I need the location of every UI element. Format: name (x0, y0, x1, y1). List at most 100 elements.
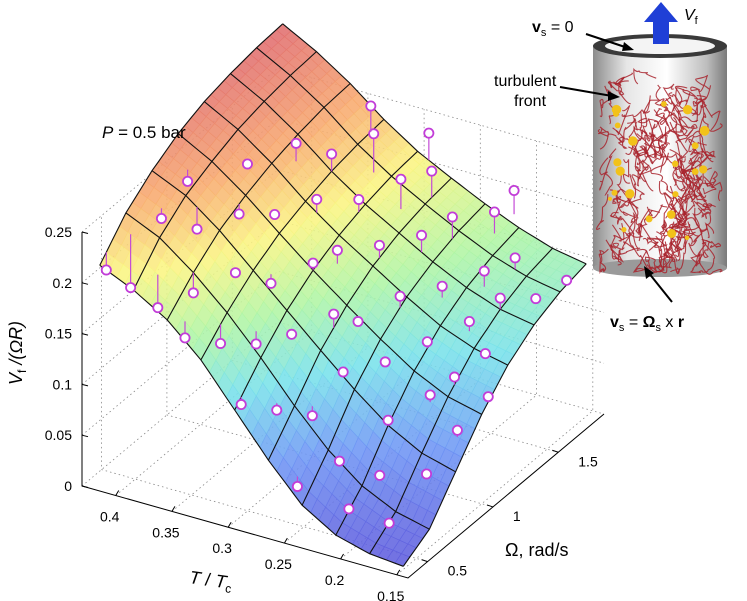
vortex-line (639, 137, 657, 157)
vortex-line (674, 197, 690, 229)
vortex-highlight (691, 142, 699, 150)
vortex-line (613, 72, 633, 85)
vortex-line (664, 154, 691, 189)
vortex-highlight (682, 105, 693, 115)
vortex-line (655, 108, 669, 126)
data-point (478, 265, 490, 277)
data-point (421, 336, 433, 348)
data-point (187, 287, 199, 299)
mesh-line-omega (230, 73, 535, 326)
vortex-highlight (615, 166, 625, 176)
data-point (463, 315, 475, 327)
vortex-line (621, 109, 651, 118)
t-tick-label: 0.3 (212, 540, 232, 556)
data-point (179, 332, 191, 344)
vortex-line (692, 178, 707, 198)
omega-tick-label: 1 (513, 508, 521, 524)
vortex-highlight (691, 168, 699, 176)
data-point (235, 399, 247, 411)
t-tick-label: 0.4 (100, 509, 120, 525)
data-point (271, 404, 283, 416)
data-point (394, 290, 406, 302)
vortex-line (615, 105, 631, 135)
vortex-line (687, 138, 700, 165)
data-point (373, 239, 385, 251)
z-tick-label: 0.1 (53, 376, 73, 392)
data-point (382, 414, 394, 426)
vortex-line (684, 187, 696, 204)
vortex-line (697, 228, 708, 256)
mesh-line-t (301, 203, 486, 506)
mesh-line-omega (256, 47, 561, 293)
data-point (291, 480, 303, 492)
data-point (331, 244, 343, 256)
vortex-line (661, 185, 675, 230)
data-point (191, 223, 203, 235)
vortex-line (644, 256, 662, 273)
vortex-line (695, 74, 710, 92)
bottom-boundary-pointer (647, 271, 673, 303)
data-point (479, 348, 491, 360)
vortex-line (610, 211, 622, 225)
vortex-line (633, 67, 657, 85)
mesh-line-omega (125, 212, 430, 530)
data-point (383, 517, 395, 529)
data-point (152, 302, 164, 314)
vortex-line (662, 83, 680, 115)
vortex-highlight (621, 227, 627, 233)
vortex-line (662, 114, 689, 161)
measured-points (100, 100, 573, 529)
data-point (269, 208, 281, 220)
vortex-line (650, 123, 658, 158)
data-point (494, 292, 506, 304)
vortex-line (642, 84, 662, 114)
vortex-line (676, 218, 688, 270)
vortex-line (605, 239, 624, 263)
flow-velocity-label: Vf (684, 7, 699, 27)
vortex-line (698, 251, 723, 275)
data-point (125, 282, 137, 294)
vortex-line (693, 97, 721, 131)
data-point (250, 338, 262, 350)
mesh-line-t (166, 83, 351, 321)
data-point (423, 127, 435, 139)
vortex-line (637, 146, 649, 187)
vortex-line (650, 152, 670, 191)
vortex-highlight (613, 110, 619, 117)
data-point (328, 308, 340, 320)
vortex-line (672, 225, 683, 252)
mesh-line-t (402, 263, 587, 567)
mesh-line-t (99, 23, 284, 266)
vortex-line (596, 194, 609, 230)
vortex-line (687, 221, 701, 257)
vortex-line (689, 251, 705, 273)
data-point (416, 229, 428, 241)
vortex-line (629, 173, 645, 205)
surface-mesh (99, 23, 587, 567)
vortex-highlight (661, 101, 667, 107)
vortex-line (659, 111, 678, 126)
vortex-line (622, 159, 631, 184)
vortex-line (632, 250, 647, 273)
data-point (229, 267, 241, 279)
vortex-line (675, 87, 696, 105)
top-boundary-label: vs = 0 (532, 19, 574, 39)
vortex-highlight (672, 191, 679, 198)
mesh-line-omega (99, 264, 404, 567)
vortex-line (679, 159, 691, 220)
vortex-line (690, 253, 702, 267)
mesh-line-t (200, 118, 385, 361)
data-point (215, 337, 227, 349)
vortex-line (597, 126, 610, 150)
vortex-line (698, 241, 716, 273)
vortex-line (628, 146, 642, 186)
vortex-line (693, 175, 703, 197)
vortex-line (702, 112, 723, 132)
vortex-highlight (699, 125, 710, 136)
vortex-line (622, 211, 641, 249)
data-point (182, 175, 194, 187)
vortex-line (689, 141, 707, 156)
vortex-line (697, 207, 712, 219)
vortex-line (673, 167, 695, 179)
